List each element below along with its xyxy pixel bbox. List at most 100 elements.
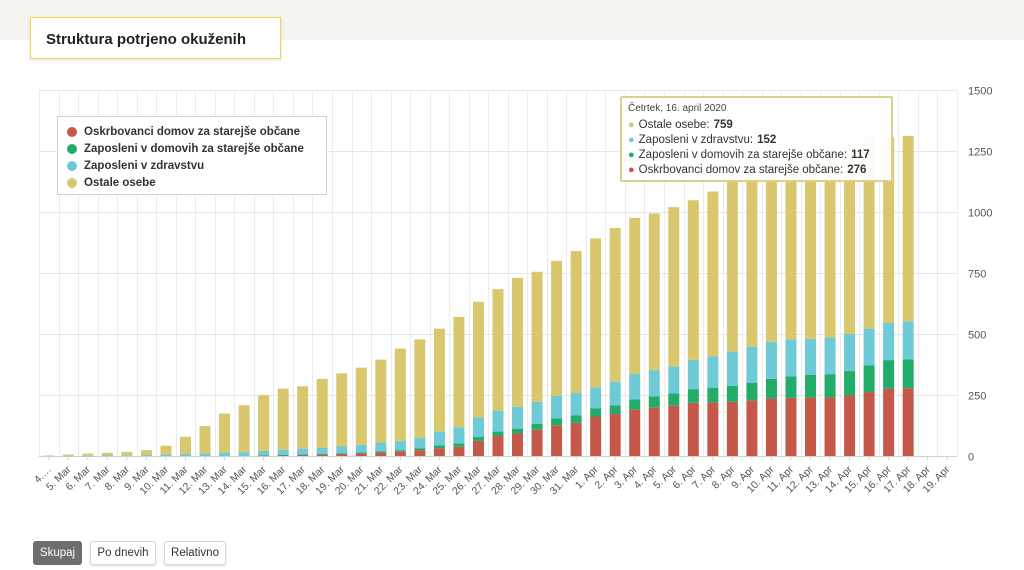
- bar-segment-4: [512, 277, 524, 407]
- bar-segment-2: [902, 359, 914, 389]
- bar-segment-4: [238, 405, 250, 453]
- bar-segment-4: [609, 228, 621, 382]
- tooltip-value-oskrbovanci: 276: [847, 163, 867, 176]
- bar-segment-2: [258, 455, 270, 456]
- bar-segment-1: [746, 400, 758, 456]
- legend-dot-ostale: [67, 178, 77, 188]
- bar-segment-3: [668, 366, 680, 394]
- y-tick-label: 1500: [968, 86, 992, 98]
- bar-segment-2: [297, 454, 309, 456]
- bar-segment-4: [687, 200, 699, 360]
- bar-segment-3: [160, 454, 172, 456]
- bar-segment-4: [121, 451, 133, 456]
- bar-segment-3: [590, 387, 602, 409]
- tooltip-dot-zaposleni-domovi: ●: [628, 148, 635, 161]
- bar-segment-2: [726, 385, 738, 402]
- bar-segment-1: [551, 425, 563, 456]
- chart-legend: Oskrbovanci domov za starejše občane Zap…: [57, 116, 327, 195]
- bar-segment-1: [433, 448, 445, 456]
- bar-segment-1: [297, 455, 309, 456]
- bar-segment-1: [844, 395, 856, 456]
- bar-segment-1: [902, 388, 914, 456]
- bar-segment-3: [648, 370, 660, 397]
- bar-segment-1: [512, 433, 524, 456]
- bar-segment-4: [140, 450, 152, 456]
- relativno-button[interactable]: Relativno: [164, 541, 226, 565]
- bar-segment-3: [492, 410, 504, 432]
- bar-segment-3: [179, 453, 191, 456]
- bar-segment-3: [101, 455, 113, 457]
- bar-segment-4: [707, 191, 719, 357]
- y-tick-label: 1000: [968, 208, 992, 220]
- tooltip-label-oskrbovanci: Oskrbovanci domov za starejše občane:: [638, 163, 844, 176]
- bar-segment-1: [765, 398, 777, 456]
- bar-segment-3: [355, 444, 367, 453]
- chart-title: Struktura potrjeno okuženih: [46, 31, 247, 48]
- bar-segment-1: [531, 429, 543, 456]
- bar-segment-4: [179, 436, 191, 454]
- bar-segment-3: [531, 401, 543, 424]
- bar-segment-1: [863, 392, 875, 456]
- tooltip-date: Četrtek, 16. april 2020: [628, 103, 727, 114]
- tooltip-row-oskrbovanci: ● Oskrbovanci domov za starejše občane: …: [628, 162, 866, 177]
- bar-segment-4: [62, 454, 74, 456]
- tooltip-value-zdravstvo: 152: [757, 133, 777, 146]
- legend-dot-zaposleni-zdravstvo: [67, 161, 77, 171]
- bar-segment-2: [590, 408, 602, 417]
- bar-segment-3: [277, 449, 289, 456]
- bar-segment-3: [824, 337, 836, 375]
- bar-segment-2: [512, 428, 524, 434]
- tooltip-label-zdravstvo: Zaposleni v zdravstvu:: [638, 133, 754, 146]
- bar-segment-2: [746, 382, 758, 401]
- bar-segment-4: [492, 289, 504, 411]
- bar-segment-2: [844, 371, 856, 396]
- tooltip-dot-oskrbovanci: ●: [628, 163, 635, 176]
- bar-segment-2: [433, 445, 445, 449]
- bar-segment-4: [590, 238, 602, 388]
- y-tick-label: 1250: [968, 147, 992, 159]
- bar-segment-1: [609, 414, 621, 456]
- bar-segment-2: [824, 374, 836, 398]
- po-dnevih-button[interactable]: Po dnevih: [90, 541, 156, 565]
- bar-segment-3: [805, 338, 817, 375]
- legend-item-zaposleni-zdravstvo[interactable]: Zaposleni v zdravstvu: [67, 158, 204, 174]
- bar-segment-3: [336, 446, 348, 454]
- bar-segment-1: [375, 452, 387, 456]
- bar-segment-4: [414, 339, 426, 438]
- bar-segment-3: [687, 359, 699, 390]
- bar-segment-3: [844, 334, 856, 372]
- bar-segment-1: [472, 440, 484, 456]
- tooltip-row-zaposleni-domovi: ● Zaposleni v domovih za starejše občane…: [628, 147, 870, 162]
- bar-segment-3: [414, 437, 426, 449]
- bar-segment-2: [863, 365, 875, 393]
- tooltip-value-ostale: 759: [713, 118, 733, 131]
- bar-segment-1: [414, 450, 426, 456]
- legend-item-ostale[interactable]: Ostale osebe: [67, 175, 156, 191]
- bar-segment-1: [453, 446, 465, 456]
- bar-segment-3: [707, 356, 719, 388]
- bar-segment-4: [219, 413, 231, 453]
- legend-item-zaposleni-domovi[interactable]: Zaposleni v domovih za starejše občane: [67, 141, 304, 157]
- bar-segment-4: [785, 155, 797, 340]
- bar-segment-4: [648, 213, 660, 371]
- bar-segment-4: [844, 144, 856, 334]
- legend-item-oskrbovanci[interactable]: Oskrbovanci domov za starejše občane: [67, 124, 300, 140]
- bar-segment-1: [785, 397, 797, 456]
- bar-segment-4: [199, 425, 211, 454]
- bar-segment-3: [551, 395, 563, 419]
- skupaj-button[interactable]: Skupaj: [33, 541, 82, 565]
- bar-segment-3: [238, 452, 250, 456]
- bar-segment-3: [726, 351, 738, 386]
- bar-segment-2: [453, 443, 465, 447]
- bar-segment-4: [863, 135, 875, 329]
- bar-segment-4: [101, 452, 113, 456]
- bar-segment-1: [394, 451, 406, 456]
- bar-segment-4: [765, 163, 777, 342]
- bar-segment-1: [687, 402, 699, 456]
- bar-segment-4: [629, 217, 641, 375]
- bar-segment-2: [355, 452, 367, 454]
- legend-label-oskrbovanci: Oskrbovanci domov za starejše občane: [84, 126, 301, 138]
- bar-segment-4: [668, 207, 680, 367]
- chart-tooltip: Četrtek, 16. april 2020 ● Ostale osebe: …: [620, 96, 893, 182]
